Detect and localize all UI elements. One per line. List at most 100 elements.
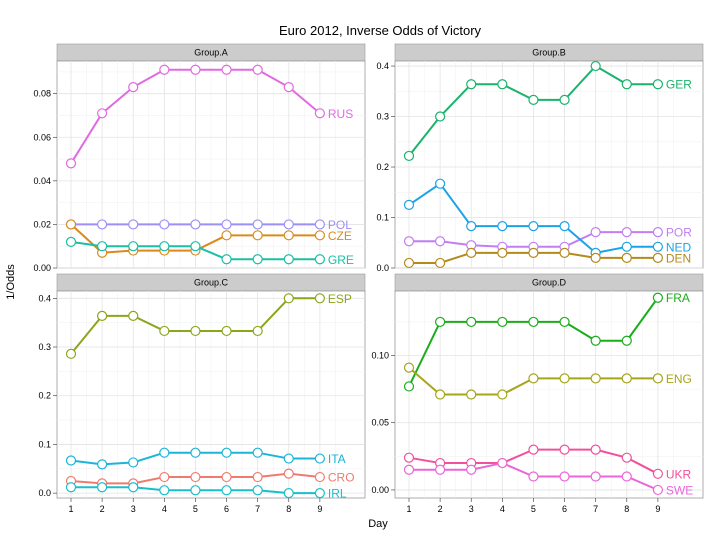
data-point-cro — [190, 471, 201, 483]
data-point-pol — [252, 219, 263, 230]
series-label-ger: GER — [666, 78, 692, 92]
data-point-fra — [497, 316, 508, 328]
y-tick-label: 0.0 — [376, 263, 389, 273]
data-point-fra — [590, 335, 601, 346]
data-point-den — [403, 257, 415, 269]
y-tick-label: 0.3 — [38, 342, 51, 352]
x-axis-group-d: 1 2 3 4 5 6 7 8 9 — [406, 498, 660, 514]
series-pol: POL — [65, 218, 352, 232]
data-point-rus — [97, 108, 108, 119]
data-point-irl — [190, 485, 201, 496]
data-point-ned — [497, 220, 508, 232]
data-point-swe — [621, 471, 632, 482]
x-tick-label: 5 — [531, 504, 536, 514]
data-point-fra — [528, 316, 539, 328]
y-tick-label: 0.4 — [38, 293, 51, 303]
data-point-cze — [314, 230, 325, 241]
grid-group-a — [57, 61, 365, 269]
data-point-cro — [221, 471, 232, 483]
series-eng: ENG — [403, 362, 692, 400]
data-point-ned — [435, 178, 446, 189]
y-tick-label: 0.3 — [376, 112, 389, 122]
data-point-gre — [314, 254, 325, 265]
data-point-gre — [221, 254, 232, 265]
data-point-eng — [497, 389, 508, 400]
data-point-ned — [652, 241, 663, 252]
data-point-rus — [221, 64, 232, 75]
data-point-cze — [221, 230, 232, 241]
data-point-rus — [159, 64, 170, 75]
strip-label-group-a: Group.A — [194, 48, 228, 58]
x-tick-label: 2 — [438, 504, 443, 514]
y-tick-label: 0.05 — [371, 418, 389, 428]
x-tick-label: 8 — [624, 504, 629, 514]
data-point-eng — [559, 373, 570, 384]
data-point-por — [652, 227, 663, 238]
panel-group-c: Group.C 0.0 0.1 0.2 0.3 0.4 1 2 3 4 5 6 7 8 9 ESP ITA CRO… — [38, 273, 366, 514]
series-label-irl: IRL — [328, 487, 347, 501]
series-label-gre: GRE — [328, 253, 354, 267]
data-point-irl — [252, 485, 263, 496]
x-tick-label: 2 — [100, 504, 105, 514]
data-point-ger — [497, 79, 508, 90]
data-point-fra — [435, 316, 446, 328]
data-point-den — [621, 252, 632, 264]
x-axis-group-c: 1 2 3 4 5 6 7 8 9 — [68, 498, 322, 514]
data-point-cro — [314, 471, 325, 483]
data-point-fra — [559, 316, 570, 328]
y-tick-label: 0.00 — [371, 485, 389, 495]
data-point-den — [652, 252, 663, 264]
data-point-ita — [314, 453, 325, 464]
data-point-pol — [128, 219, 139, 230]
y-axis-title: 1/Odds — [5, 264, 17, 300]
y-tick-label: 0.00 — [33, 263, 51, 273]
data-point-esp — [283, 293, 294, 304]
data-point-swe — [590, 471, 601, 482]
x-tick-label: 4 — [500, 504, 505, 514]
series-label-fra: FRA — [666, 291, 690, 305]
data-point-ita — [65, 455, 77, 466]
data-point-ger — [559, 94, 570, 105]
data-point-cze — [65, 219, 77, 230]
data-point-por — [435, 236, 446, 247]
data-point-pol — [314, 219, 325, 230]
data-point-por — [621, 227, 632, 238]
series-label-cze: CZE — [328, 229, 352, 243]
series-esp: ESP — [65, 292, 352, 359]
data-point-ger — [652, 79, 663, 90]
data-point-pol — [159, 219, 170, 230]
data-point-gre — [283, 254, 294, 265]
series-label-esp: ESP — [328, 292, 352, 306]
y-tick-label: 0.06 — [33, 132, 51, 142]
y-axis-group-b: 0.0 0.1 0.2 0.3 0.4 — [376, 61, 395, 273]
x-tick-label: 1 — [406, 504, 411, 514]
data-point-fra — [652, 292, 663, 303]
data-point-cro — [283, 468, 294, 479]
series-label-ned: NED — [666, 240, 692, 254]
data-point-irl — [97, 482, 108, 493]
x-tick-label: 3 — [469, 504, 474, 514]
x-tick-label: 5 — [193, 504, 198, 514]
data-point-eng — [528, 373, 539, 384]
y-axis-group-a: 0.00 0.02 0.04 0.06 0.08 — [33, 89, 57, 273]
series-ned: NED — [403, 178, 692, 258]
data-point-ger — [403, 150, 415, 162]
series-rus: RUS — [65, 64, 353, 169]
data-point-gre — [159, 241, 170, 252]
data-point-rus — [283, 82, 294, 93]
y-tick-label: 0.10 — [371, 351, 389, 361]
data-point-gre — [65, 236, 77, 247]
data-point-ukr — [528, 444, 539, 455]
y-tick-label: 0.02 — [33, 219, 51, 229]
y-tick-label: 0.04 — [33, 176, 51, 186]
data-point-rus — [65, 158, 77, 169]
chart-title: Euro 2012, Inverse Odds of Victory — [279, 23, 482, 38]
data-point-ukr — [403, 452, 415, 463]
data-point-rus — [190, 64, 201, 75]
panel-group-d: Group.D 0.00 0.05 0.10 1 2 3 4 5 6 7 8 9 FRA ENG UKR SWE — [371, 273, 704, 514]
y-tick-label: 0.08 — [33, 89, 51, 99]
data-point-eng — [435, 389, 446, 400]
data-point-rus — [128, 82, 139, 93]
data-point-eng — [590, 373, 601, 384]
